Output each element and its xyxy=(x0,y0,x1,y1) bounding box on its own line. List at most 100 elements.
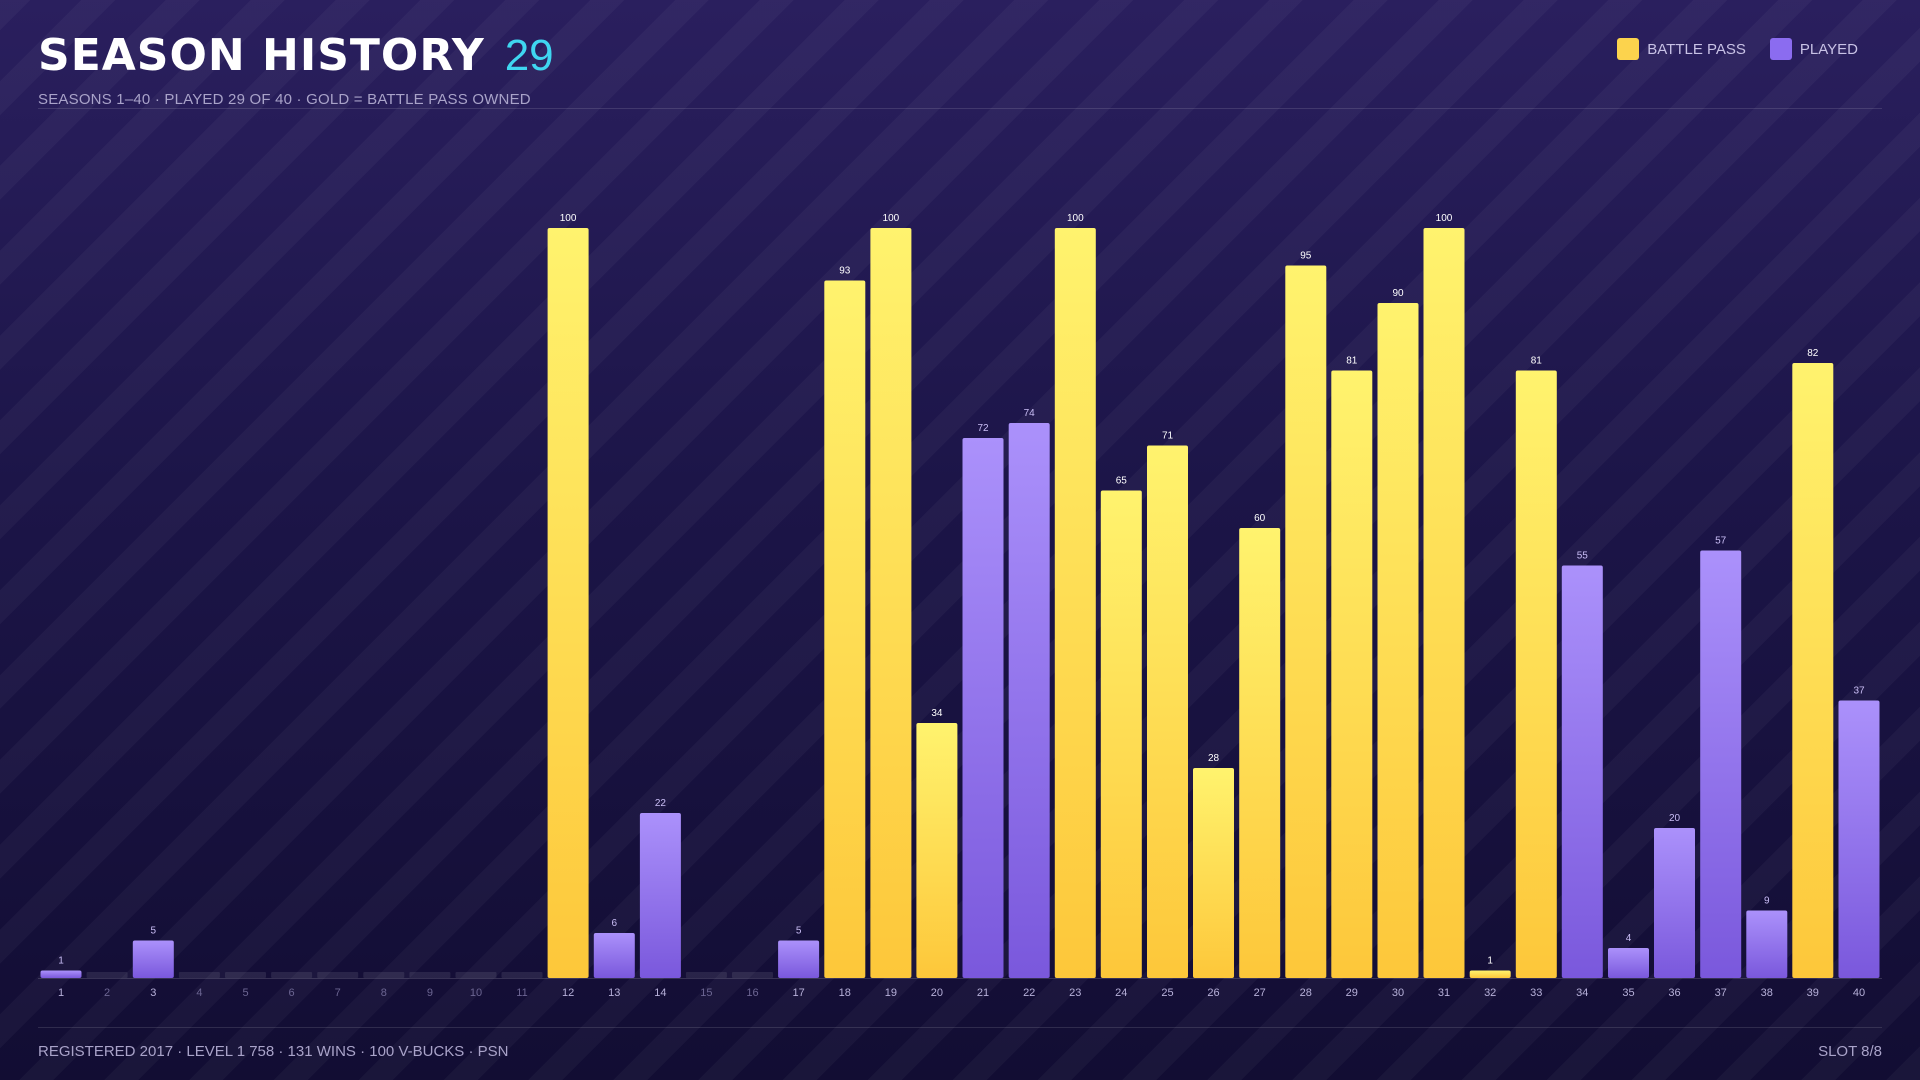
x-tick-label-season-13: 13 xyxy=(608,987,620,999)
profile-summary: REGISTERED 2017 · LEVEL 1 758 · 131 WINS… xyxy=(38,1043,509,1060)
chart-legend: BATTLE PASS PLAYED xyxy=(1617,38,1858,60)
bar-season-26 xyxy=(1193,768,1234,978)
x-tick-label-season-29: 29 xyxy=(1346,987,1358,999)
value-label-season-22: 74 xyxy=(1024,408,1036,419)
x-tick-label-season-26: 26 xyxy=(1207,987,1219,999)
value-label-season-19: 100 xyxy=(883,213,900,224)
legend-item-played: PLAYED xyxy=(1769,38,1858,60)
footer: REGISTERED 2017 · LEVEL 1 758 · 131 WINS… xyxy=(38,1043,1882,1060)
x-tick-label-season-31: 31 xyxy=(1438,987,1450,999)
value-label-season-20: 34 xyxy=(931,708,943,719)
x-tick-label-season-4: 4 xyxy=(196,987,202,999)
bar-season-36 xyxy=(1654,828,1695,978)
value-label-season-23: 100 xyxy=(1067,213,1084,224)
header: SEASON HISTORY 29 SEASONS 1–40 · PLAYED … xyxy=(38,30,554,108)
x-tick-label-season-6: 6 xyxy=(289,987,295,999)
bar-season-20 xyxy=(916,723,958,978)
x-tick-label-season-9: 9 xyxy=(427,987,433,999)
x-tick-label-season-11: 11 xyxy=(516,987,527,999)
value-label-season-12: 100 xyxy=(560,213,577,224)
value-label-season-30: 90 xyxy=(1392,288,1404,299)
x-tick-label-season-32: 32 xyxy=(1484,987,1496,999)
bar-season-33 xyxy=(1515,370,1557,978)
bar-season-17 xyxy=(778,940,820,978)
bar-season-5 xyxy=(225,972,266,978)
value-label-season-13: 6 xyxy=(612,918,618,929)
header-divider xyxy=(38,108,1882,109)
bar-season-15 xyxy=(685,972,727,978)
bar-season-24 xyxy=(1100,490,1142,978)
value-label-season-17: 5 xyxy=(796,926,802,937)
bar-season-23 xyxy=(1054,228,1096,978)
value-label-season-18: 93 xyxy=(839,266,851,277)
value-label-season-1: 1 xyxy=(58,956,64,967)
bar-season-34 xyxy=(1561,565,1603,978)
value-label-season-27: 60 xyxy=(1254,513,1266,524)
legend-label-played: PLAYED xyxy=(1799,40,1858,58)
value-label-season-39: 82 xyxy=(1807,348,1819,359)
bar-season-30 xyxy=(1377,303,1419,978)
value-label-season-26: 28 xyxy=(1208,753,1220,764)
value-label-season-34: 55 xyxy=(1577,551,1589,562)
x-tick-label-season-2: 2 xyxy=(104,987,110,999)
bar-season-9 xyxy=(409,972,451,978)
value-label-season-31: 100 xyxy=(1436,213,1453,224)
page-subtitle: SEASONS 1–40 · PLAYED 29 OF 40 · GOLD = … xyxy=(38,91,531,108)
bar-season-21 xyxy=(962,438,1004,978)
value-label-season-33: 81 xyxy=(1531,356,1543,367)
x-tick-label-season-37: 37 xyxy=(1715,987,1727,999)
value-label-season-29: 81 xyxy=(1346,356,1358,367)
x-tick-label-season-20: 20 xyxy=(931,987,943,999)
bar-season-3 xyxy=(132,940,174,978)
x-tick-label-season-17: 17 xyxy=(792,987,804,999)
value-label-season-32: 1 xyxy=(1487,956,1493,967)
bar-season-12 xyxy=(547,228,589,978)
x-tick-label-season-30: 30 xyxy=(1392,987,1404,999)
value-label-season-24: 65 xyxy=(1116,476,1128,487)
played-swatch xyxy=(1769,38,1792,60)
bar-season-10 xyxy=(455,972,497,978)
bar-season-32 xyxy=(1469,970,1511,978)
x-tick-label-season-36: 36 xyxy=(1668,987,1680,999)
bar-season-16 xyxy=(732,972,773,978)
legend-item-battle-pass: BATTLE PASS xyxy=(1617,38,1746,60)
x-tick-label-season-16: 16 xyxy=(746,987,758,999)
x-tick-label-season-3: 3 xyxy=(150,987,156,999)
bar-season-38 xyxy=(1746,910,1788,978)
bar-season-27 xyxy=(1239,528,1281,978)
bar-season-7 xyxy=(317,972,359,978)
x-tick-label-season-38: 38 xyxy=(1761,987,1773,999)
x-tick-label-season-33: 33 xyxy=(1530,987,1542,999)
slot-indicator: SLOT 8/8 xyxy=(1818,1043,1882,1060)
x-tick-label-season-40: 40 xyxy=(1853,987,1865,999)
x-tick-label-season-19: 19 xyxy=(885,987,897,999)
bar-season-25 xyxy=(1147,445,1188,978)
x-tick-label-season-18: 18 xyxy=(839,987,851,999)
x-tick-label-season-21: 21 xyxy=(977,987,989,999)
bar-season-31 xyxy=(1423,228,1465,978)
footer-divider xyxy=(38,1027,1882,1028)
x-tick-label-season-5: 5 xyxy=(242,987,248,999)
x-tick-label-season-23: 23 xyxy=(1069,987,1081,999)
bar-season-40 xyxy=(1838,700,1880,978)
bar-season-4 xyxy=(178,972,220,978)
x-tick-label-season-34: 34 xyxy=(1576,987,1588,999)
value-label-season-28: 95 xyxy=(1300,251,1312,262)
bar-season-1 xyxy=(40,970,82,978)
legend-label-battle-pass: BATTLE PASS xyxy=(1647,40,1746,58)
battle-pass-swatch xyxy=(1617,38,1640,60)
x-tick-label-season-8: 8 xyxy=(381,987,387,999)
x-tick-label-season-35: 35 xyxy=(1622,987,1634,999)
bar-season-29 xyxy=(1331,370,1373,978)
bar-season-18 xyxy=(824,280,866,978)
page-title: SEASON HISTORY xyxy=(38,30,485,81)
x-tick-label-season-14: 14 xyxy=(654,987,666,999)
x-tick-label-season-25: 25 xyxy=(1161,987,1173,999)
value-label-season-36: 20 xyxy=(1669,813,1681,824)
x-tick-label-season-27: 27 xyxy=(1254,987,1266,999)
x-tick-label-season-28: 28 xyxy=(1300,987,1312,999)
x-tick-label-season-10: 10 xyxy=(470,987,482,999)
bar-season-2 xyxy=(86,972,128,978)
bar-season-14 xyxy=(639,813,681,978)
